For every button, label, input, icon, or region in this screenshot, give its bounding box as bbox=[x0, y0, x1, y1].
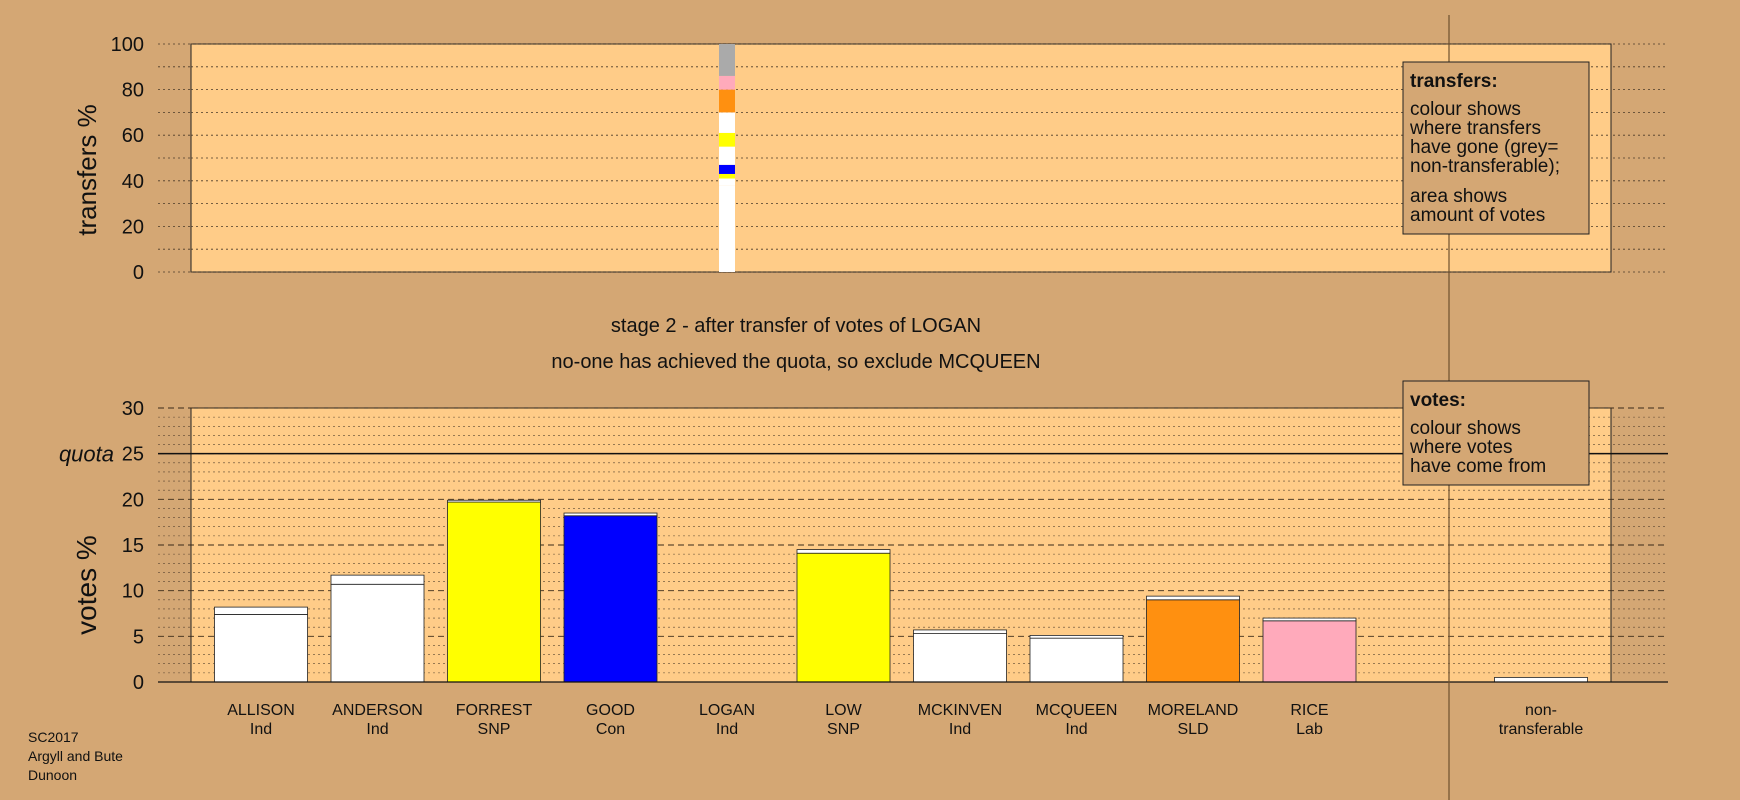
vote-bar-transfer bbox=[447, 499, 541, 503]
transfers-y-tick-label: 0 bbox=[133, 262, 144, 284]
candidate-party: Ind bbox=[1065, 721, 1087, 738]
transfer-segment bbox=[719, 89, 735, 113]
transfers-legend-line: non-transferable); bbox=[1410, 156, 1560, 177]
votes-legend: votes: colour shows where votes have com… bbox=[1402, 380, 1590, 486]
transfers-legend-title: transfers: bbox=[1410, 71, 1498, 92]
transfers-legend-line: where transfers bbox=[1409, 118, 1541, 139]
candidate-party: SLD bbox=[1177, 721, 1208, 738]
votes-y-tick-label: 5 bbox=[133, 626, 144, 648]
votes-y-tick-label: 15 bbox=[122, 535, 144, 557]
vote-bar-transfer bbox=[1029, 635, 1124, 639]
transfers-y-tick-label: 100 bbox=[111, 34, 144, 56]
votes-y-axis-label: votes % bbox=[71, 535, 102, 635]
transfers-y-ticks: 0 20 40 60 80 100 bbox=[111, 34, 144, 284]
transfer-segment bbox=[719, 44, 735, 76]
votes-legend-line: where votes bbox=[1409, 437, 1512, 458]
votes-y-tick-label: 20 bbox=[122, 489, 144, 511]
non-transferable-bar bbox=[1494, 677, 1588, 683]
vote-bar-transfer bbox=[563, 512, 658, 517]
quota-label: quota bbox=[59, 442, 114, 467]
votes-y-tick-label: 30 bbox=[122, 398, 144, 420]
transfers-legend-line: area shows bbox=[1410, 186, 1507, 207]
footer-election: SC2017 bbox=[28, 729, 79, 745]
vote-bar-base bbox=[1146, 599, 1240, 683]
vote-bar-base bbox=[447, 501, 541, 683]
vote-bar-base bbox=[1029, 637, 1124, 683]
footer-ward: Dunoon bbox=[28, 767, 77, 783]
vote-bar-transfer bbox=[214, 606, 308, 615]
votes-y-tick-label: 10 bbox=[122, 581, 144, 603]
transfers-y-tick-label: 20 bbox=[122, 216, 144, 238]
vote-bar-transfer bbox=[330, 574, 425, 585]
candidate-party: Ind bbox=[949, 721, 971, 738]
candidate-name: GOOD bbox=[586, 702, 635, 719]
candidate-name: LOGAN bbox=[699, 702, 755, 719]
transfers-minor-gridlines bbox=[191, 43, 1611, 273]
transfers-y-tick-label: 60 bbox=[122, 125, 144, 147]
stage-note: no-one has achieved the quota, so exclud… bbox=[551, 351, 1040, 373]
transfer-segment bbox=[719, 132, 735, 147]
transfers-legend-line: amount of votes bbox=[1410, 205, 1545, 226]
candidate-party: SNP bbox=[478, 721, 511, 738]
transfers-legend-line: colour shows bbox=[1410, 99, 1521, 120]
candidate-name: MCQUEEN bbox=[1036, 702, 1118, 719]
transfers-y-tick-label: 80 bbox=[122, 80, 144, 102]
candidate-labels: ALLISON Ind ANDERSON Ind FORREST SNP GOOD Con LO… bbox=[227, 702, 1583, 738]
vote-bar-transfer bbox=[913, 629, 1007, 634]
vote-bar-base bbox=[796, 552, 891, 683]
transfer-segment bbox=[719, 146, 735, 165]
transfers-legend-line: have gone (grey= bbox=[1410, 137, 1558, 158]
candidate-party: SNP bbox=[827, 721, 860, 738]
transfer-segment bbox=[719, 112, 735, 133]
non-transferable-label: transferable bbox=[1499, 721, 1584, 738]
votes-legend-box bbox=[1402, 380, 1590, 486]
transfers-legend-box bbox=[1402, 61, 1590, 235]
transfers-legend: transfers: colour shows where transfers … bbox=[1402, 61, 1590, 235]
candidate-name: LOW bbox=[825, 702, 862, 719]
vote-bar-base bbox=[330, 583, 425, 683]
votes-y-ticks: 0 5 10 15 20 25 30 bbox=[122, 398, 144, 694]
vote-bar-transfer bbox=[1262, 617, 1357, 622]
candidate-name: MCKINVEN bbox=[918, 702, 1002, 719]
candidate-party: Lab bbox=[1296, 721, 1323, 738]
transfer-segment bbox=[719, 178, 735, 186]
vote-bar-base bbox=[214, 614, 308, 683]
transfer-segment bbox=[719, 164, 735, 174]
footer-council: Argyll and Bute bbox=[28, 748, 123, 764]
candidate-name: RICE bbox=[1290, 702, 1328, 719]
vote-bar-base bbox=[913, 633, 1007, 683]
candidate-party: Ind bbox=[366, 721, 388, 738]
non-transferable-label: non- bbox=[1525, 702, 1557, 719]
candidate-party: Ind bbox=[716, 721, 738, 738]
votes-bars bbox=[158, 499, 1668, 683]
transfer-segment bbox=[719, 75, 735, 90]
transfers-bar bbox=[719, 44, 735, 272]
vote-bar-base bbox=[1262, 620, 1357, 683]
candidate-name: ANDERSON bbox=[332, 702, 423, 719]
votes-legend-title: votes: bbox=[1410, 390, 1466, 411]
transfers-y-axis-label: transfers % bbox=[72, 104, 102, 236]
candidate-name: FORREST bbox=[456, 702, 533, 719]
votes-legend-line: colour shows bbox=[1410, 418, 1521, 439]
candidate-party: Con bbox=[596, 721, 625, 738]
vote-bar-base bbox=[563, 515, 658, 683]
transfer-segment bbox=[719, 173, 735, 179]
votes-legend-line: have come from bbox=[1410, 456, 1546, 477]
stage-title: stage 2 - after transfer of votes of LOG… bbox=[611, 315, 981, 337]
candidate-name: MORELAND bbox=[1148, 702, 1239, 719]
votes-y-tick-label: 0 bbox=[133, 672, 144, 694]
vote-bar-transfer bbox=[1146, 595, 1240, 601]
vote-bar-transfer bbox=[796, 549, 891, 554]
candidate-party: Ind bbox=[250, 721, 272, 738]
transfer-segment bbox=[719, 185, 735, 272]
transfers-y-tick-label: 40 bbox=[122, 171, 144, 193]
votes-y-tick-label: 25 bbox=[122, 444, 144, 466]
candidate-name: ALLISON bbox=[227, 702, 295, 719]
